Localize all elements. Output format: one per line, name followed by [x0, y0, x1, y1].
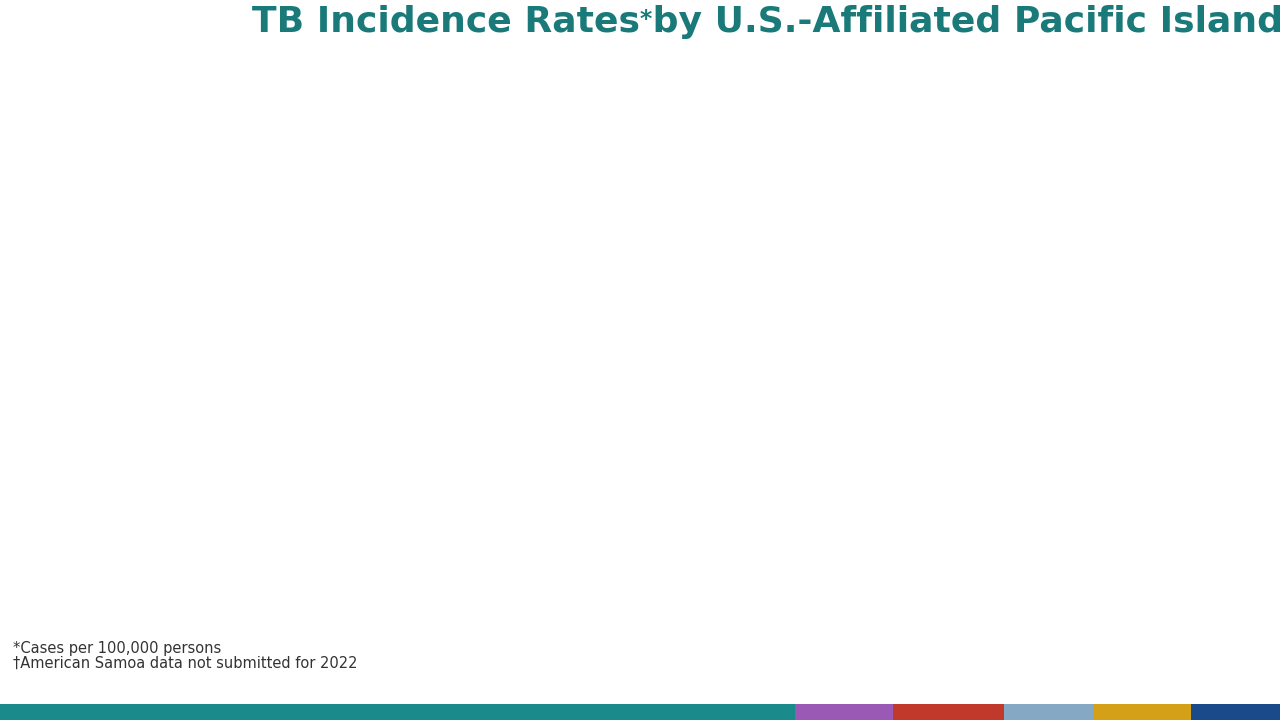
- Bar: [1004, 704, 1093, 720]
- Bar: [795, 704, 892, 720]
- Text: *Cases per 100,000 persons: *Cases per 100,000 persons: [13, 641, 221, 655]
- Bar: [892, 704, 1004, 720]
- Text: TB Incidence Rates: TB Incidence Rates: [252, 5, 640, 39]
- Text: *: *: [640, 8, 653, 31]
- Bar: [1190, 704, 1280, 720]
- Bar: [0, 704, 795, 720]
- Bar: [1093, 704, 1190, 720]
- Text: †American Samoa data not submitted for 2022: †American Samoa data not submitted for 2…: [13, 656, 357, 670]
- Text: by U.S.-Affiliated Pacific Islands, 2022: by U.S.-Affiliated Pacific Islands, 2022: [640, 5, 1280, 39]
